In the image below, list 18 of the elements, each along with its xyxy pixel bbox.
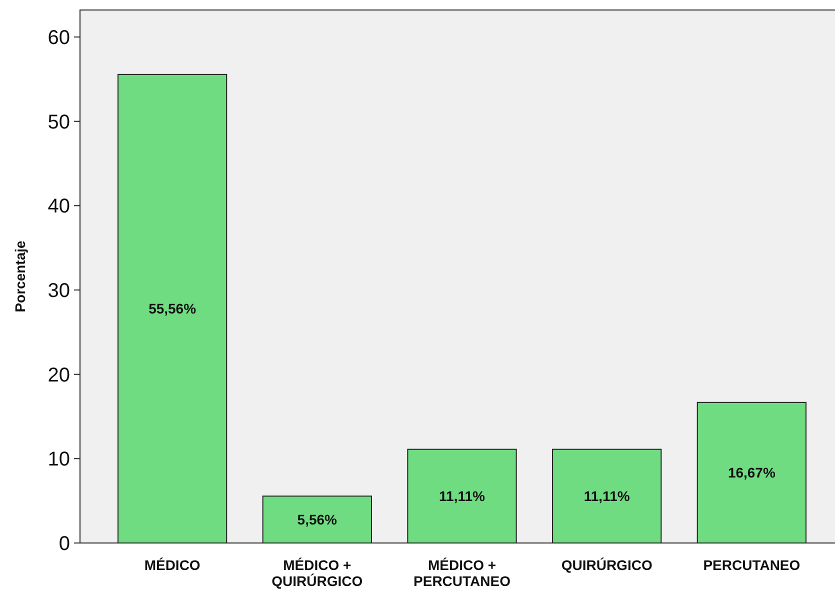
x-tick-label: MÉDICO + PERCUTANEO <box>414 557 511 589</box>
y-tick-label: 30 <box>48 280 70 302</box>
data-label: 11,11% <box>584 488 630 504</box>
data-label: 16,67% <box>728 464 776 481</box>
y-tick-label: 60 <box>48 26 70 49</box>
y-axis-title: Porcentaje <box>12 240 28 312</box>
y-tick-label: 50 <box>48 111 70 134</box>
y-tick-label: 40 <box>48 196 70 218</box>
x-tick-label: MÉDICO <box>144 557 200 573</box>
y-tick-label: 20 <box>48 364 70 386</box>
y-tick-label: 10 <box>48 448 70 471</box>
y-tick-label: 0 <box>58 533 70 555</box>
x-tick-label: QUIRÚRGICO <box>561 557 652 573</box>
data-label: 55,56% <box>148 300 197 317</box>
data-label: 11,11% <box>439 488 486 504</box>
x-tick-label: MÉDICO + QUIRÚRGICO <box>272 557 363 589</box>
data-label: 5,56% <box>297 512 338 528</box>
x-tick-label: PERCUTANEO <box>703 557 800 573</box>
